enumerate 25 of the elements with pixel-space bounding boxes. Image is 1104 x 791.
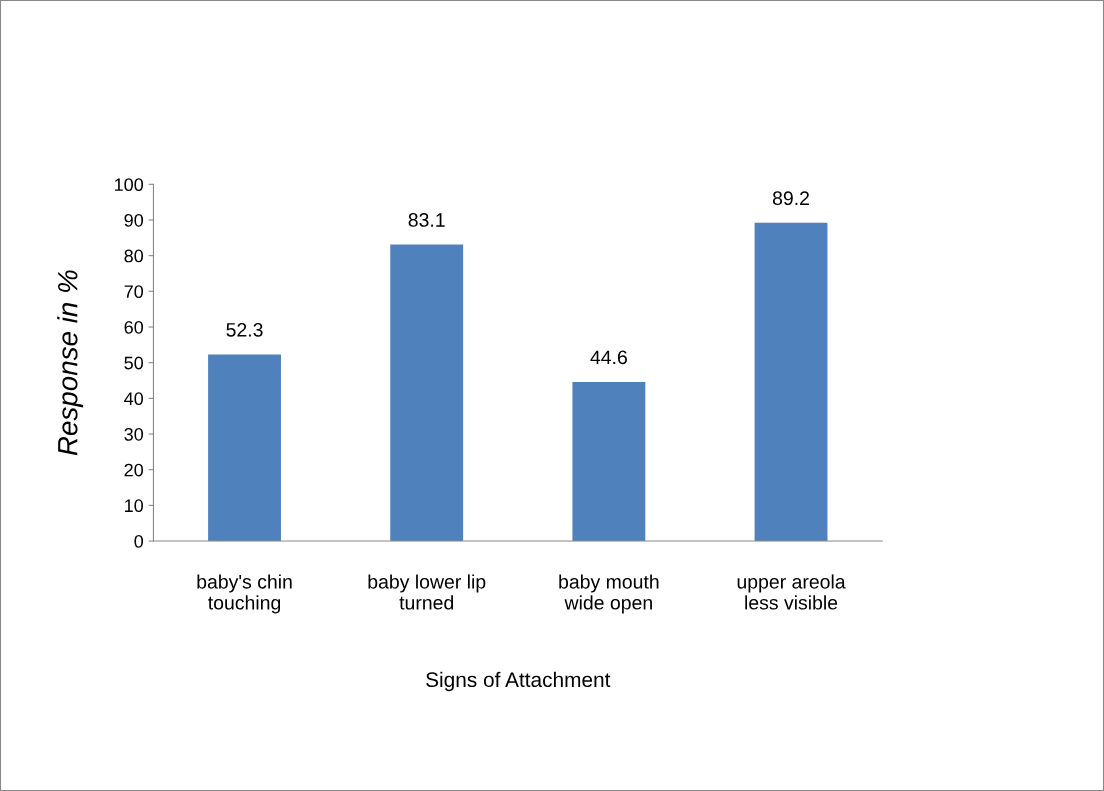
bar	[390, 244, 464, 542]
y-tick-label: 100	[114, 178, 144, 192]
y-tick-label: 30	[124, 427, 144, 441]
data-label: 89.2	[772, 191, 809, 206]
bar	[208, 354, 281, 542]
y-tick-label: 10	[125, 499, 144, 513]
x-tick-label: baby lower lip turned	[368, 574, 486, 610]
y-tick-label: 50	[124, 356, 144, 370]
y-tick-label: 40	[124, 392, 144, 406]
data-label: 52.3	[226, 322, 263, 337]
data-label: 83.1	[408, 213, 445, 227]
x-tick-label: baby mouth wide open	[559, 574, 659, 614]
y-tick-label: 60	[124, 320, 144, 334]
bar	[572, 381, 646, 542]
x-tick-label: baby's chin touching	[197, 574, 292, 614]
y-axis-title: Response in %	[57, 270, 84, 456]
y-tick-label: 0	[134, 534, 144, 548]
x-axis-title: Signs of Attachment	[426, 671, 611, 692]
bar	[754, 222, 828, 542]
y-tick-label: 80	[124, 249, 144, 263]
x-tick-label: upper areola less visible	[737, 574, 846, 610]
y-tick-label: 70	[124, 285, 144, 299]
y-tick-label: 20	[124, 463, 144, 477]
data-label: 44.6	[590, 350, 627, 365]
y-tick-label: 90	[124, 213, 144, 227]
